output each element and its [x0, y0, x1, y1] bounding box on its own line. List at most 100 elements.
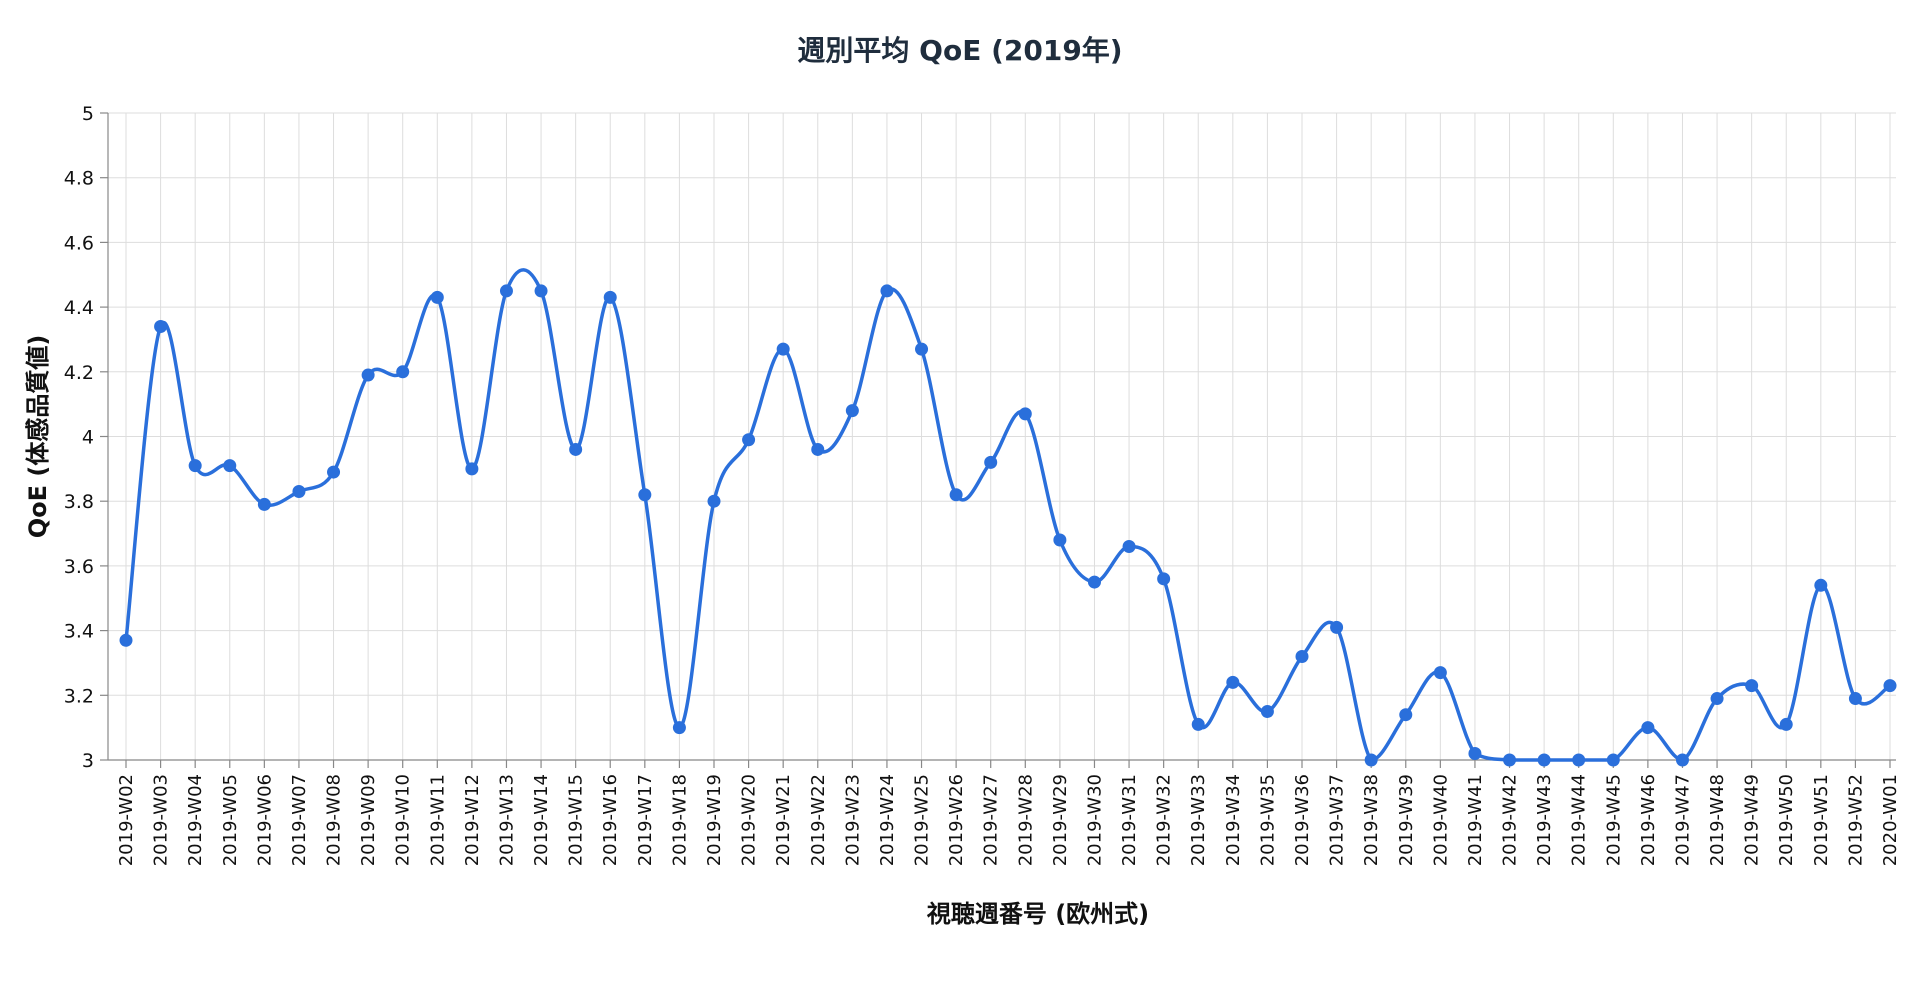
x-tick-label: 2019-W44	[1569, 774, 1590, 866]
x-tick-label: 2019-W40	[1430, 774, 1451, 866]
data-points	[119, 284, 1897, 767]
data-point	[1848, 692, 1862, 706]
data-point	[1675, 753, 1689, 767]
x-tick-label: 2019-W33	[1188, 774, 1209, 866]
x-tick-label: 2019-W39	[1396, 774, 1417, 866]
x-tick-label: 2019-W42	[1500, 774, 1521, 866]
data-point	[1053, 533, 1067, 547]
x-tick-label: 2019-W28	[1015, 774, 1036, 866]
x-tick-label: 2019-W23	[842, 774, 863, 866]
x-tick-label: 2019-W34	[1223, 774, 1244, 866]
x-tick-label: 2019-W06	[254, 774, 275, 866]
x-tick-label: 2019-W19	[704, 774, 725, 866]
data-point	[223, 459, 237, 473]
x-tick-label: 2019-W14	[531, 774, 552, 866]
y-tick-label: 3.4	[64, 621, 94, 643]
x-tick-label: 2019-W11	[427, 774, 448, 866]
data-point	[1018, 407, 1032, 421]
data-point	[880, 284, 894, 298]
x-tick-label: 2019-W27	[981, 774, 1002, 866]
x-tick-label: 2019-W50	[1776, 774, 1797, 866]
chart-title: 週別平均 QoE (2019年)	[797, 34, 1122, 67]
x-tick-label: 2019-W13	[496, 774, 517, 866]
y-tick-label: 3.6	[64, 556, 94, 578]
x-tick-label: 2019-W03	[151, 774, 172, 866]
data-point	[1710, 692, 1724, 706]
data-point	[1745, 679, 1759, 693]
x-tick-label: 2019-W10	[393, 774, 414, 866]
data-point	[638, 488, 652, 502]
data-point	[603, 290, 617, 304]
data-point	[949, 488, 963, 502]
y-tick-label: 3.8	[64, 491, 94, 513]
x-tick-label: 2019-W38	[1361, 774, 1382, 866]
y-tick-label: 5	[82, 103, 94, 125]
x-tick-label: 2019-W24	[877, 774, 898, 866]
data-point	[1537, 753, 1551, 767]
data-point	[257, 497, 271, 511]
x-axis-title: 視聴週番号 (欧州式)	[926, 900, 1149, 928]
x-tick-label: 2019-W36	[1292, 774, 1313, 866]
y-axis-title: QoE (体感品質値)	[24, 335, 52, 539]
data-point	[1503, 753, 1517, 767]
data-point	[1779, 717, 1793, 731]
y-tick-label: 3.2	[64, 685, 94, 707]
x-tick-label: 2019-W18	[669, 774, 690, 866]
axes	[100, 112, 1896, 768]
data-point	[1087, 575, 1101, 589]
x-tick-label: 2019-W07	[289, 774, 310, 866]
x-tick-label: 2019-W20	[739, 774, 760, 866]
x-tick-label: 2019-W29	[1050, 774, 1071, 866]
data-point	[569, 442, 583, 456]
data-point	[1883, 679, 1897, 693]
x-tick-label: 2019-W09	[358, 774, 379, 866]
x-tick-label: 2019-W15	[566, 774, 587, 866]
x-tick-label: 2019-W31	[1119, 774, 1140, 866]
x-tick-label: 2019-W22	[808, 774, 829, 866]
data-point	[1433, 666, 1447, 680]
series-line	[124, 268, 1892, 762]
grid	[108, 112, 1896, 761]
x-tick-label: 2019-W32	[1154, 774, 1175, 866]
data-point	[188, 459, 202, 473]
x-tick-label: 2019-W43	[1534, 774, 1555, 866]
data-point	[984, 455, 998, 469]
x-tick-label: 2019-W47	[1672, 774, 1693, 866]
x-tick-label: 2019-W46	[1638, 774, 1659, 866]
x-tick-label: 2019-W30	[1084, 774, 1105, 866]
x-tick-label: 2019-W48	[1707, 774, 1728, 866]
x-tick-label: 2019-W49	[1742, 774, 1763, 866]
x-tick-label: 2020-W01	[1880, 774, 1901, 866]
data-point	[1260, 704, 1274, 718]
data-point	[154, 320, 168, 334]
data-point	[742, 433, 756, 447]
data-point	[1191, 717, 1205, 731]
data-point	[672, 721, 686, 735]
x-tick-label: 2019-W35	[1257, 774, 1278, 866]
data-point	[1330, 620, 1344, 634]
data-point	[327, 465, 341, 479]
x-tick-label: 2019-W45	[1603, 774, 1624, 866]
x-tick-label: 2019-W08	[324, 774, 345, 866]
x-tick-label: 2019-W52	[1845, 774, 1866, 866]
data-point	[534, 284, 548, 298]
y-tick-label: 4.8	[64, 168, 94, 190]
x-tick-label: 2019-W05	[220, 774, 241, 866]
data-point	[396, 365, 410, 379]
data-point	[707, 494, 721, 508]
y-tick-label: 4.4	[64, 297, 94, 319]
y-tick-label: 4.2	[64, 362, 94, 384]
data-point	[1468, 747, 1482, 761]
x-tick-label: 2019-W26	[946, 774, 967, 866]
data-point	[1814, 578, 1828, 592]
data-point	[1295, 649, 1309, 663]
data-point	[776, 342, 790, 356]
data-point	[1572, 753, 1586, 767]
data-point	[845, 404, 859, 418]
x-tick-label: 2019-W02	[116, 774, 137, 866]
y-tick-label: 4	[82, 427, 94, 449]
x-tick-label: 2019-W12	[462, 774, 483, 866]
data-point	[1157, 572, 1171, 586]
x-tick-label: 2019-W04	[185, 774, 206, 866]
